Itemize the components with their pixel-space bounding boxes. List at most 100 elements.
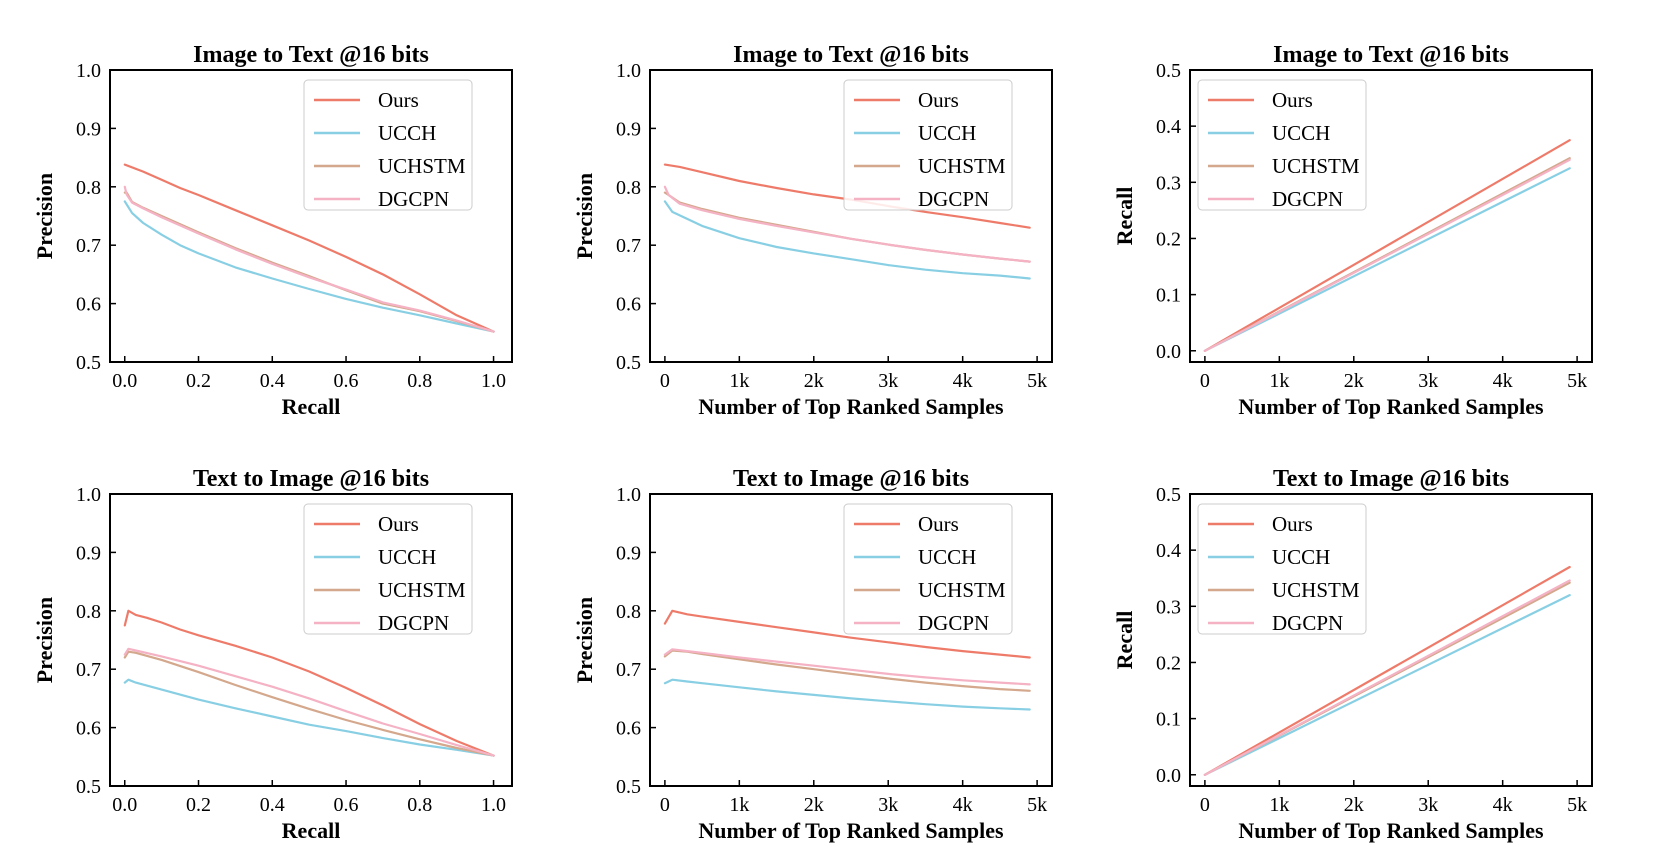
y-tick-label: 0.6 bbox=[76, 718, 101, 740]
series-line-ucch bbox=[1203, 167, 1571, 352]
legend: Ours UCCH UCHSTM DGCPN bbox=[843, 79, 1013, 211]
series-line-dgcpn bbox=[1203, 579, 1571, 776]
plot-frame bbox=[1189, 493, 1593, 787]
plot-frame bbox=[1189, 69, 1593, 363]
legend-label-uchstm: UCHSTM bbox=[378, 578, 466, 602]
y-tick-label: 0.3 bbox=[1156, 172, 1181, 194]
chart-title: Text to Image @16 bits bbox=[193, 466, 429, 492]
chart-panel-6: Text to Image @16 bits Number of Top Rank… bbox=[1112, 466, 1593, 843]
legend-box bbox=[1197, 503, 1367, 635]
legend-label-dgcpn: DGCPN bbox=[918, 187, 989, 211]
y-axis-label: Recall bbox=[1112, 187, 1137, 246]
y-axis-label: Recall bbox=[1112, 611, 1137, 670]
series-line-ucch bbox=[1203, 594, 1571, 776]
y-tick-label: 0.5 bbox=[1156, 60, 1181, 82]
y-tick-label: 0.5 bbox=[616, 776, 641, 798]
x-tick-label: 1k bbox=[729, 794, 749, 816]
y-tick-label: 0.9 bbox=[76, 542, 101, 564]
series-line-dgcpn bbox=[123, 185, 495, 333]
series-line-dgcpn bbox=[663, 648, 1031, 686]
y-tick-label: 0.1 bbox=[1156, 709, 1181, 731]
legend-label-ucch: UCCH bbox=[918, 545, 976, 569]
x-tick-label: 0.8 bbox=[407, 370, 432, 392]
x-tick-label: 3k bbox=[1418, 370, 1438, 392]
x-tick-label: 0 bbox=[1200, 794, 1210, 816]
legend-label-dgcpn: DGCPN bbox=[378, 187, 449, 211]
x-tick-label: 0.0 bbox=[112, 794, 137, 816]
chart-title: Text to Image @16 bits bbox=[1273, 466, 1509, 492]
legend-label-ucch: UCCH bbox=[918, 121, 976, 145]
series-line-uchstm bbox=[123, 191, 495, 333]
chart-title: Text to Image @16 bits bbox=[733, 466, 969, 492]
legend-label-ours: Ours bbox=[1272, 512, 1313, 536]
x-tick-label: 3k bbox=[878, 370, 898, 392]
y-tick-label: 0.1 bbox=[1156, 285, 1181, 307]
y-tick-label: 0.9 bbox=[616, 118, 641, 140]
x-tick-label: 3k bbox=[878, 794, 898, 816]
series-line-ours bbox=[1203, 565, 1571, 776]
chart-title: Image to Text @16 bits bbox=[733, 42, 969, 68]
y-tick-label: 0.3 bbox=[1156, 596, 1181, 618]
chart-title: Image to Text @16 bits bbox=[1273, 42, 1509, 68]
y-tick-label: 1.0 bbox=[616, 60, 641, 82]
y-tick-label: 0.9 bbox=[616, 542, 641, 564]
x-tick-label: 0.6 bbox=[334, 370, 359, 392]
legend-label-ucch: UCCH bbox=[378, 121, 436, 145]
series-line-dgcpn bbox=[123, 647, 495, 757]
chart-panel-2: Image to Text @16 bits Number of Top Rank… bbox=[572, 42, 1053, 419]
y-tick-label: 0.2 bbox=[1156, 228, 1181, 250]
x-tick-label: 2k bbox=[804, 370, 824, 392]
x-axis-label: Recall bbox=[282, 394, 341, 419]
legend-label-ucch: UCCH bbox=[1272, 121, 1330, 145]
legend-label-ours: Ours bbox=[378, 512, 419, 536]
plot-frame bbox=[109, 69, 513, 363]
x-tick-label: 0 bbox=[1200, 370, 1210, 392]
legend-label-dgcpn: DGCPN bbox=[378, 611, 449, 635]
y-tick-label: 0.5 bbox=[616, 352, 641, 374]
y-tick-label: 0.7 bbox=[76, 235, 101, 257]
legend-label-uchstm: UCHSTM bbox=[378, 154, 466, 178]
y-tick-label: 0.7 bbox=[616, 235, 641, 257]
x-axis-label: Number of Top Ranked Samples bbox=[698, 394, 1004, 419]
plot-frame bbox=[109, 493, 513, 787]
series-line-dgcpn bbox=[663, 185, 1031, 263]
y-axis-label: Precision bbox=[572, 173, 597, 259]
y-tick-label: 0.6 bbox=[616, 294, 641, 316]
chart-panel-5: Text to Image @16 bits Number of Top Rank… bbox=[572, 466, 1053, 843]
legend-box bbox=[843, 503, 1013, 635]
chart-title: Image to Text @16 bits bbox=[193, 42, 429, 68]
legend-label-ucch: UCCH bbox=[378, 545, 436, 569]
x-tick-label: 5k bbox=[1027, 794, 1047, 816]
y-tick-label: 0.2 bbox=[1156, 652, 1181, 674]
legend-label-ours: Ours bbox=[918, 88, 959, 112]
y-tick-label: 0.4 bbox=[1156, 116, 1181, 138]
x-tick-label: 0.6 bbox=[334, 794, 359, 816]
x-tick-label: 0.0 bbox=[112, 370, 137, 392]
y-tick-label: 0.5 bbox=[76, 352, 101, 374]
x-tick-label: 4k bbox=[953, 370, 973, 392]
legend-box bbox=[843, 79, 1013, 211]
x-axis-label: Number of Top Ranked Samples bbox=[1238, 394, 1544, 419]
legend: Ours UCCH UCHSTM DGCPN bbox=[843, 503, 1013, 635]
x-tick-label: 2k bbox=[1344, 794, 1364, 816]
y-tick-label: 0.9 bbox=[76, 118, 101, 140]
x-tick-label: 4k bbox=[1493, 794, 1513, 816]
plot-frame bbox=[649, 493, 1053, 787]
y-tick-label: 0.6 bbox=[616, 718, 641, 740]
x-tick-label: 3k bbox=[1418, 794, 1438, 816]
legend-label-uchstm: UCHSTM bbox=[918, 154, 1006, 178]
x-tick-label: 2k bbox=[1344, 370, 1364, 392]
series-group bbox=[123, 609, 495, 757]
x-tick-label: 1k bbox=[1269, 370, 1289, 392]
y-tick-label: 0.8 bbox=[76, 177, 101, 199]
x-tick-label: 1k bbox=[1269, 794, 1289, 816]
legend: Ours UCCH UCHSTM DGCPN bbox=[1197, 79, 1367, 211]
series-line-ucch bbox=[123, 200, 495, 333]
series-group bbox=[1203, 565, 1571, 776]
series-group bbox=[663, 609, 1031, 711]
y-tick-label: 0.5 bbox=[76, 776, 101, 798]
x-axis-label: Number of Top Ranked Samples bbox=[698, 818, 1004, 843]
series-line-ucch bbox=[663, 200, 1031, 280]
legend-label-ours: Ours bbox=[1272, 88, 1313, 112]
